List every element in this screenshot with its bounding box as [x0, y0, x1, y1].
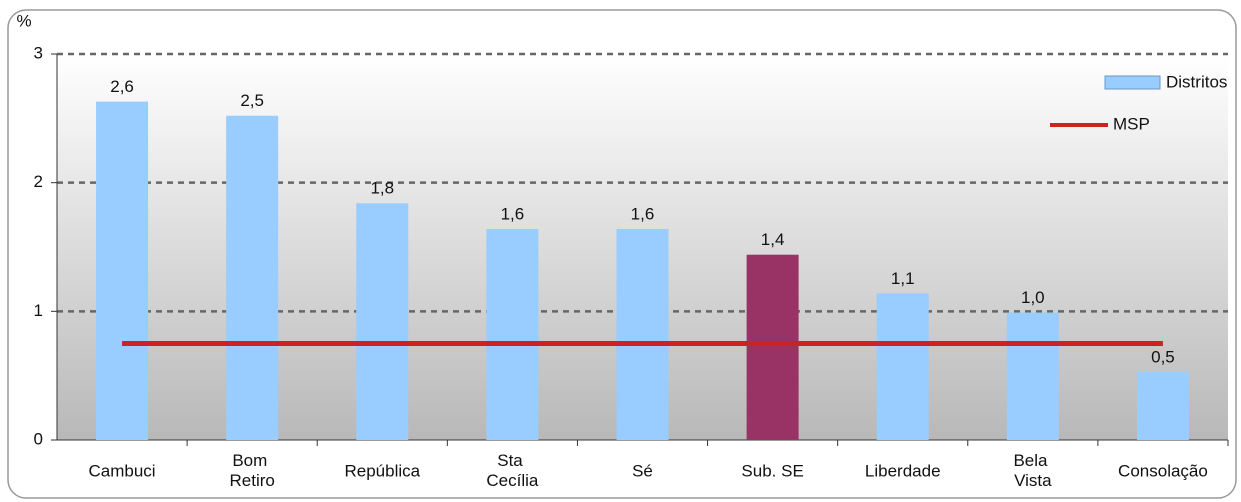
x-tick-label: República [344, 461, 420, 480]
y-tick-label: 3 [34, 43, 43, 62]
y-tick-label: 0 [34, 429, 43, 448]
data-label: 1,1 [891, 269, 915, 288]
data-label: 1,4 [761, 230, 785, 249]
bar [746, 254, 799, 440]
data-label: 1,0 [1021, 288, 1045, 307]
data-label: 0,5 [1151, 347, 1175, 366]
bar [96, 101, 149, 441]
x-tick-label-line: Sta [497, 451, 527, 470]
x-tick-label: Cambuci [89, 461, 156, 480]
x-tick-label: Consolação [1118, 461, 1208, 480]
y-tick-label: 2 [34, 172, 43, 191]
x-tick-label: Bom Retiro [229, 451, 274, 490]
x-tick-label-line: Bom [232, 451, 272, 470]
legend-swatch [1104, 75, 1161, 90]
y-tick-label: 1 [34, 301, 43, 320]
legend-label: MSP [1113, 114, 1150, 133]
x-tick-label-line: Bela [1013, 451, 1052, 470]
x-tick-label: Sé [632, 461, 653, 480]
bar [616, 228, 669, 440]
x-tick-label-line: Vista [1014, 471, 1052, 490]
bar [1006, 312, 1059, 440]
bar [486, 228, 539, 440]
y-axis-label: % [16, 11, 31, 30]
data-label: 1,8 [370, 179, 394, 198]
x-tick-label: Liberdade [865, 461, 941, 480]
bar [356, 203, 409, 440]
x-tick-label: Sta Cecília [486, 451, 539, 490]
bar [876, 293, 929, 440]
bar [226, 115, 279, 440]
data-label: 1,6 [631, 204, 655, 223]
x-tick-label: Sub. SE [741, 461, 803, 480]
x-tick-label-line: Retiro [229, 471, 274, 490]
data-label: 1,6 [501, 204, 525, 223]
x-tick-label-line: Cecília [486, 471, 539, 490]
legend-label: Distritos [1166, 72, 1227, 91]
data-label: 2,5 [240, 91, 264, 110]
bar [1136, 371, 1189, 440]
data-label: 2,6 [110, 77, 134, 96]
x-tick-label: Bela Vista [1013, 451, 1052, 490]
